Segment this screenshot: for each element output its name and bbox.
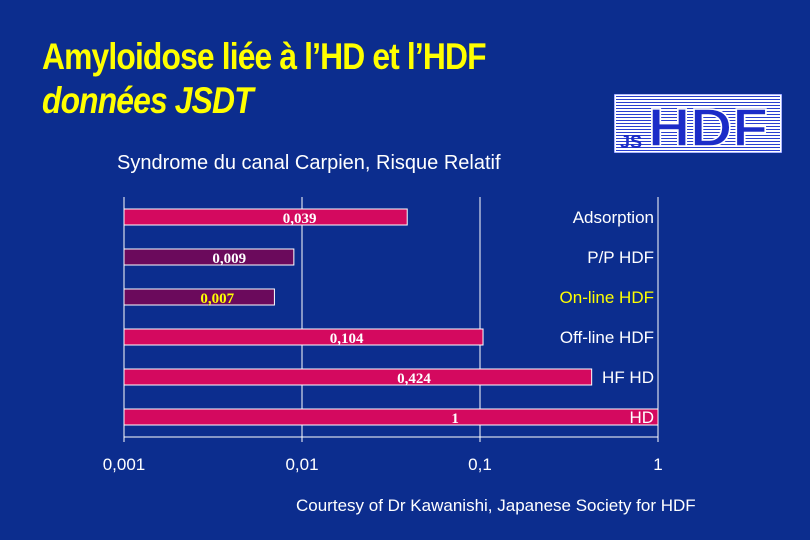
category-label-2: On-line HDF — [560, 288, 654, 307]
x-tick-label-1: 0,01 — [285, 455, 318, 474]
footnote: Courtesy of Dr Kawanishi, Japanese Socie… — [296, 496, 696, 515]
category-label-1: P/P HDF — [587, 248, 654, 267]
logo-js-text: JS — [620, 132, 642, 152]
x-tick-label-0: 0,001 — [103, 455, 146, 474]
bar-value-label-5: 1 — [451, 411, 459, 427]
x-tick-label-2: 0,1 — [468, 455, 492, 474]
bar-5 — [123, 408, 659, 426]
jshdf-logo: JS HDF — [614, 94, 782, 153]
bar-value-label-1: 0,009 — [212, 251, 246, 267]
slide-subtitle-italic: données JSDT — [42, 80, 254, 121]
bar-4 — [123, 368, 593, 386]
logo-hdf-text: HDF — [648, 98, 768, 153]
bar-0 — [123, 208, 408, 226]
category-label-5: HD — [629, 408, 654, 427]
bar-2 — [123, 288, 275, 306]
slide-title: Amyloidose liée à l’HD et l’HDF — [42, 36, 487, 77]
bar-3 — [123, 328, 484, 346]
category-label-4: HF HD — [602, 368, 654, 387]
bar-1 — [123, 248, 295, 266]
bar-value-label-3: 0,104 — [330, 331, 364, 347]
chart-title: Syndrome du canal Carpien, Risque Relati… — [117, 152, 501, 174]
category-label-3: Off-line HDF — [560, 328, 654, 347]
bar-value-label-4: 0,424 — [397, 371, 431, 387]
category-label-0: Adsorption — [573, 208, 654, 227]
bar-value-label-2: 0,007 — [200, 291, 234, 307]
x-tick-label-3: 1 — [653, 455, 662, 474]
bar-value-label-0: 0,039 — [283, 211, 317, 227]
